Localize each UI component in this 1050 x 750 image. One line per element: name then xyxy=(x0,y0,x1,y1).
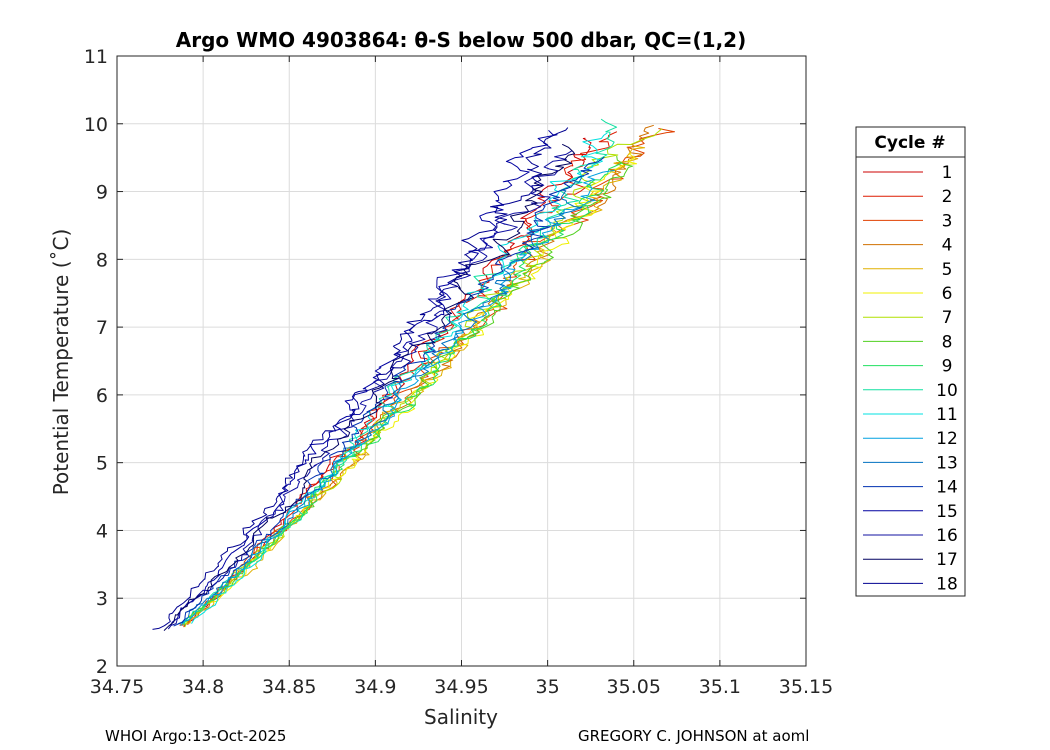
x-tick-label: 35.15 xyxy=(779,676,833,698)
x-tick-label: 34.8 xyxy=(182,676,224,698)
series-line-cycle-15 xyxy=(170,129,558,626)
y-tick-label: 8 xyxy=(96,249,108,271)
x-tick-label: 34.95 xyxy=(434,676,488,698)
series-line-cycle-13 xyxy=(177,177,583,625)
x-tick-label: 35 xyxy=(536,676,560,698)
x-tick-label: 34.85 xyxy=(262,676,316,698)
y-tick-label: 5 xyxy=(96,453,108,475)
profile-lines xyxy=(152,118,675,631)
legend-title: Cycle # xyxy=(874,133,945,153)
legend-label-cycle-5: 5 xyxy=(942,260,953,280)
legend-label-cycle-4: 4 xyxy=(942,236,953,256)
legend-label-cycle-11: 11 xyxy=(936,405,958,425)
series-line-cycle-14 xyxy=(173,156,605,627)
y-tick-label: 10 xyxy=(84,114,108,136)
legend-label-cycle-6: 6 xyxy=(942,284,953,304)
legend-box xyxy=(855,126,966,597)
legend-label-cycle-16: 16 xyxy=(936,526,958,546)
legend-label-cycle-15: 15 xyxy=(936,502,958,522)
legend-label-cycle-2: 2 xyxy=(942,187,953,207)
series-line-cycle-17 xyxy=(163,143,576,631)
y-axis-label: Potential Temperature (˚C) xyxy=(49,229,73,496)
y-tick-label: 7 xyxy=(96,317,108,339)
legend-label-cycle-10: 10 xyxy=(936,381,958,401)
legend-label-cycle-9: 9 xyxy=(942,357,953,377)
y-tick-label: 3 xyxy=(96,588,108,610)
legend-label-cycle-1: 1 xyxy=(942,163,953,183)
chart-title: Argo WMO 4903864: θ-S below 500 dbar, QC… xyxy=(176,28,746,52)
x-axis-label: Salinity xyxy=(424,705,498,729)
x-tick-label: 34.9 xyxy=(354,676,396,698)
legend-label-cycle-7: 7 xyxy=(942,308,953,328)
x-tick-label: 35.05 xyxy=(607,676,661,698)
footer-credit-left: WHOI Argo:13-Oct-2025 xyxy=(105,727,286,745)
legend-label-cycle-3: 3 xyxy=(942,211,953,231)
y-tick-label: 11 xyxy=(84,46,108,68)
series-line-cycle-9 xyxy=(182,162,623,624)
y-tick-label: 4 xyxy=(96,520,108,542)
y-tick-label: 6 xyxy=(96,385,108,407)
series-line-cycle-3 xyxy=(179,128,675,626)
legend-label-cycle-12: 12 xyxy=(936,429,958,449)
x-tick-label: 34.75 xyxy=(90,676,144,698)
y-tick-label: 9 xyxy=(96,182,108,204)
footer-credit-right: GREGORY C. JOHNSON at aoml xyxy=(578,727,809,745)
y-tick-label: 2 xyxy=(96,656,108,678)
x-tick-label: 35.1 xyxy=(699,676,741,698)
series-line-cycle-16 xyxy=(167,150,572,630)
legend-label-cycle-18: 18 xyxy=(936,574,958,594)
legend-label-cycle-17: 17 xyxy=(936,550,958,570)
axis-ticks: 34.75 34.8 34.85 34.9 34.95 35 35.05 35.1 35.152… xyxy=(84,46,833,698)
series-line-cycle-18 xyxy=(152,127,569,630)
legend-label-cycle-8: 8 xyxy=(942,332,953,352)
legend-label-cycle-14: 14 xyxy=(936,478,958,498)
legend-label-cycle-13: 13 xyxy=(936,453,958,473)
